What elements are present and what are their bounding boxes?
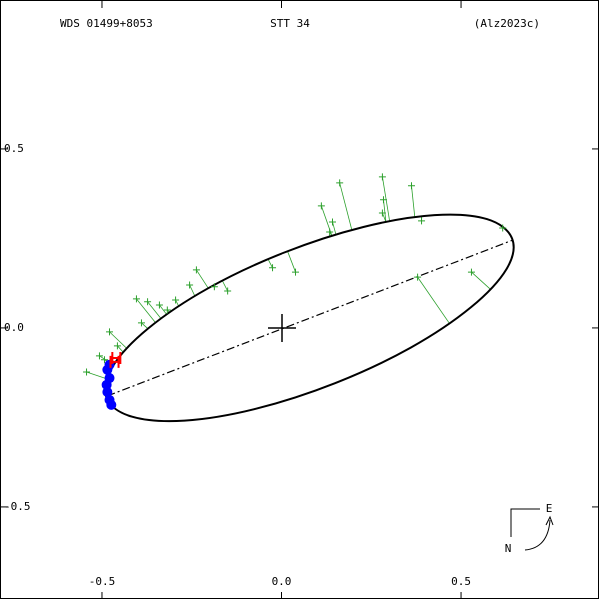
compass-arrow xyxy=(524,519,551,551)
observation xyxy=(336,179,344,187)
x-tick-label: -0.5 xyxy=(89,575,116,588)
residual-line xyxy=(147,301,162,319)
residual-line xyxy=(175,299,180,307)
chart-title: WDS 01499+8053 xyxy=(60,17,153,30)
observation xyxy=(95,352,103,360)
chart-subtitle: STT 34 xyxy=(270,17,310,30)
observation xyxy=(418,217,426,225)
compass-axes xyxy=(510,508,540,537)
y-tick-label: 0.0 xyxy=(4,321,24,334)
residual-line xyxy=(383,199,387,222)
residual-line xyxy=(117,345,124,353)
y-tick-label: -0.5 xyxy=(4,500,31,513)
residual-line xyxy=(86,371,108,380)
observation xyxy=(83,368,91,376)
residual-line xyxy=(196,269,209,289)
observation xyxy=(224,287,232,295)
observation xyxy=(132,295,140,303)
observation xyxy=(144,298,152,306)
primary-star xyxy=(268,314,296,342)
residual-line xyxy=(287,251,296,273)
compass-arrowhead xyxy=(545,515,554,526)
compass: E N xyxy=(505,502,554,555)
source-label: (Alz2023c) xyxy=(474,17,540,30)
observation xyxy=(317,202,325,210)
observation xyxy=(407,182,415,190)
residual-line xyxy=(332,221,337,235)
residual-line xyxy=(411,185,416,218)
observation xyxy=(137,319,145,327)
observation xyxy=(102,387,113,398)
observation xyxy=(106,399,117,410)
observation xyxy=(326,228,334,236)
observation xyxy=(269,264,277,272)
observation xyxy=(328,218,336,226)
residual-line xyxy=(471,271,491,290)
residual-line xyxy=(267,258,273,268)
observation xyxy=(292,268,300,276)
x-tick-label: 0.0 xyxy=(272,575,292,588)
residual-line xyxy=(417,276,450,324)
observation xyxy=(378,173,386,181)
residual-line xyxy=(189,284,196,297)
x-tick-label: 0.5 xyxy=(451,575,471,588)
residual-line xyxy=(141,322,149,329)
residual-line xyxy=(382,212,387,223)
orbit-ellipse xyxy=(104,213,515,423)
observation xyxy=(378,209,386,217)
observation xyxy=(106,328,114,336)
residual-line xyxy=(339,182,353,231)
residual-line xyxy=(320,205,333,236)
observation xyxy=(172,296,180,304)
residual-line xyxy=(109,331,128,349)
residual-line xyxy=(136,298,156,323)
observation xyxy=(113,342,121,350)
observation xyxy=(192,266,200,274)
residual-line xyxy=(382,176,391,222)
residual-line xyxy=(221,280,229,292)
compass-east: E xyxy=(546,502,553,515)
observation xyxy=(210,283,218,291)
observation xyxy=(499,224,507,232)
compass-north: N xyxy=(505,542,512,555)
observation xyxy=(163,306,171,314)
observation xyxy=(186,281,194,289)
residual-line xyxy=(159,304,167,315)
y-tick-label: 0.5 xyxy=(4,142,24,155)
line-of-nodes xyxy=(107,239,513,397)
observation xyxy=(100,356,108,364)
observation xyxy=(379,196,387,204)
observation xyxy=(414,273,422,281)
observation xyxy=(155,301,163,309)
observation xyxy=(467,268,475,276)
observation xyxy=(111,351,122,364)
